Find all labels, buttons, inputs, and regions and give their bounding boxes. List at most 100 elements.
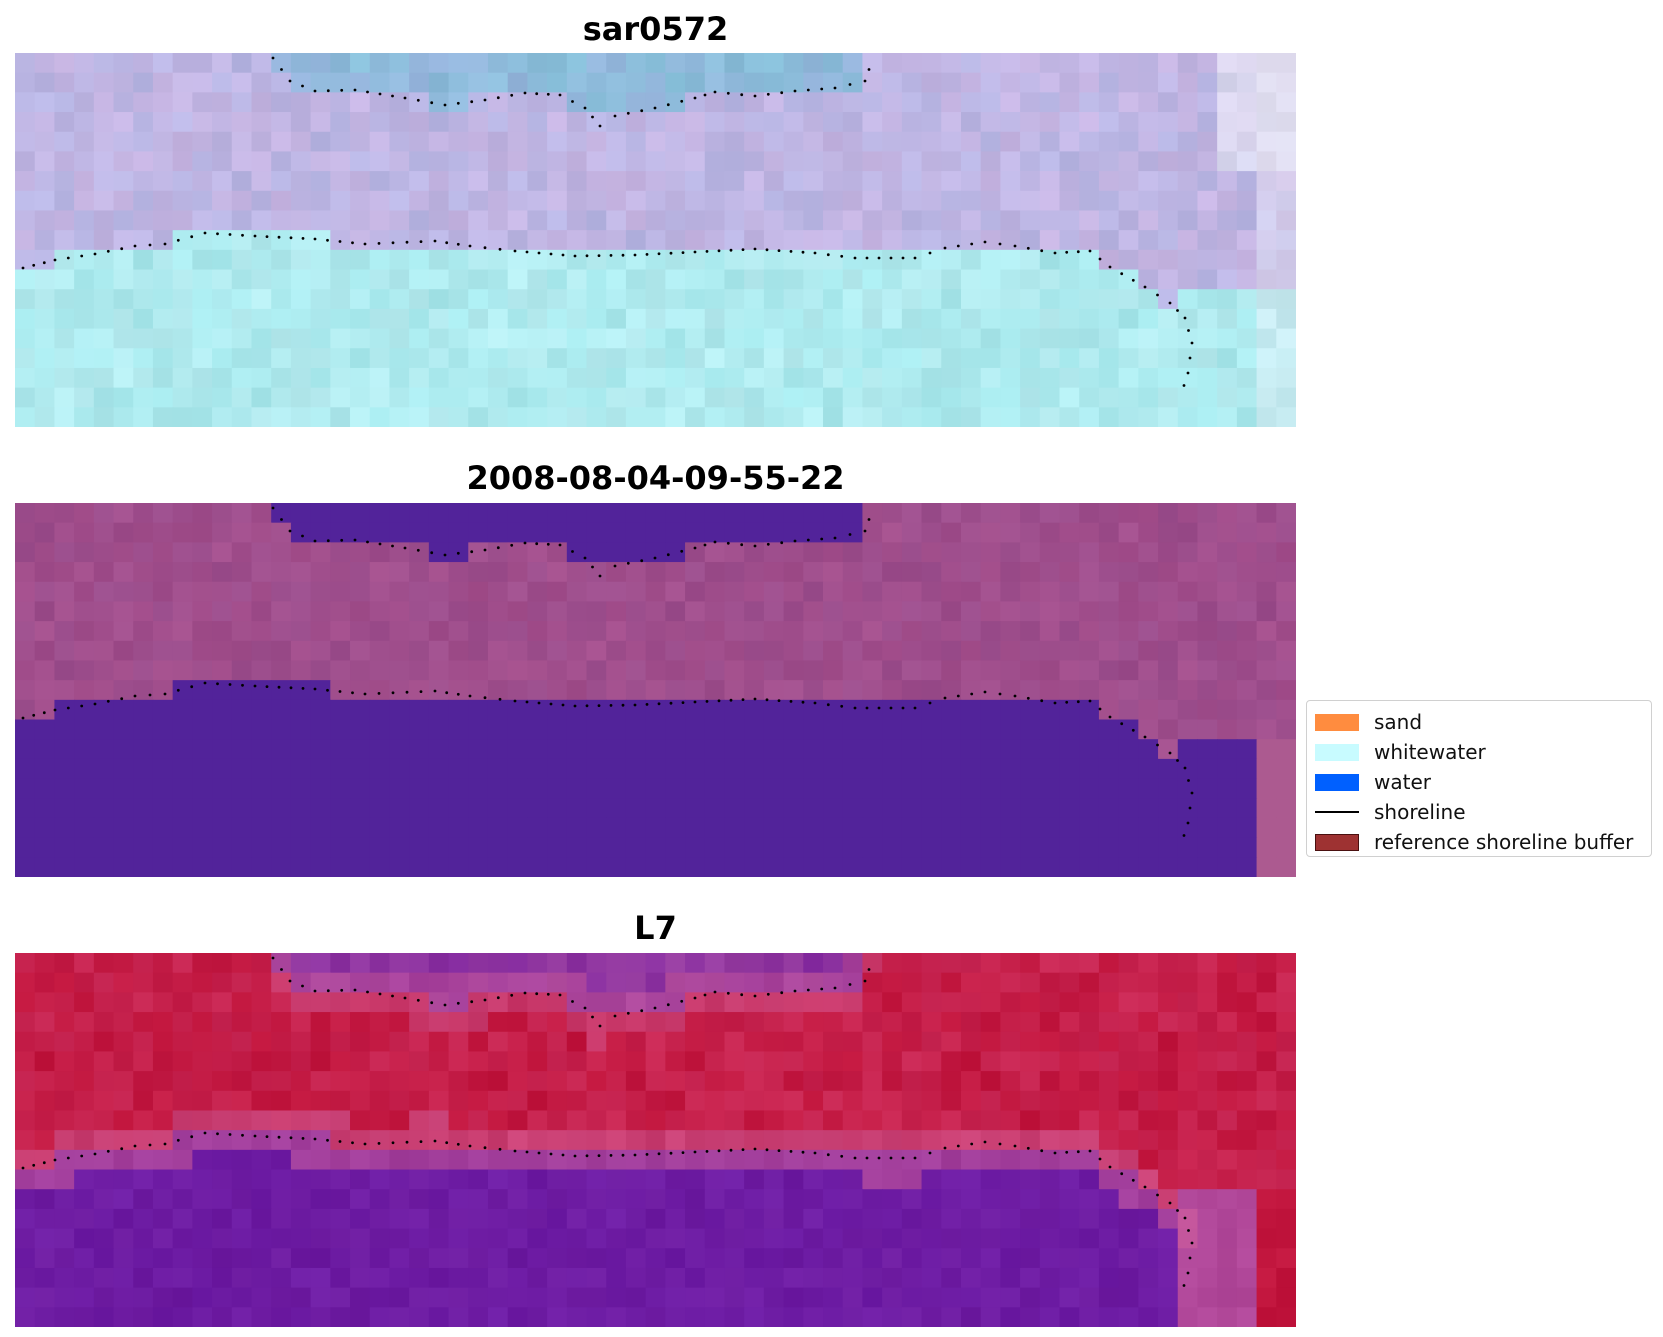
shoreline-point: [558, 543, 562, 547]
shoreline-point: [1176, 309, 1179, 312]
shoreline-point: [66, 1156, 70, 1160]
shoreline-point: [640, 1009, 644, 1013]
shoreline-point: [340, 538, 344, 542]
shoreline-point: [351, 1141, 354, 1145]
shoreline-point: [176, 1138, 180, 1142]
shoreline-point: [766, 992, 770, 996]
shoreline-point: [32, 1163, 36, 1167]
shoreline-point: [498, 697, 502, 701]
shoreline-point: [1131, 728, 1135, 732]
whitewater-swatch: [1315, 743, 1359, 761]
shoreline-point: [669, 1151, 673, 1155]
shoreline-point: [1108, 715, 1112, 719]
shoreline-point: [498, 247, 502, 251]
shoreline-point: [901, 256, 905, 260]
shoreline-point: [535, 92, 539, 96]
shoreline-point: [353, 538, 357, 542]
shoreline-point: [483, 548, 487, 552]
shoreline-point: [148, 1143, 152, 1147]
shoreline-point: [288, 529, 292, 533]
shoreline-point: [913, 706, 917, 710]
shoreline-point: [80, 1154, 84, 1158]
shoreline-point: [826, 1153, 830, 1157]
shoreline-point: [120, 697, 124, 701]
shoreline-point: [120, 1147, 124, 1151]
legend-label: shoreline: [1374, 800, 1466, 824]
shoreline-point: [363, 692, 367, 696]
shoreline-point: [813, 251, 817, 255]
shoreline-point: [1187, 329, 1190, 332]
shoreline-point: [271, 506, 275, 510]
shoreline-point: [228, 1133, 232, 1136]
shoreline-point: [445, 241, 449, 245]
shoreline-point: [633, 703, 637, 707]
shoreline-point: [753, 994, 757, 998]
shoreline-point: [840, 254, 844, 258]
shoreline-point: [928, 251, 932, 255]
shoreline-point: [190, 685, 194, 689]
shoreline-point: [301, 984, 304, 988]
shoreline-point: [889, 1156, 893, 1160]
shoreline-point: [669, 701, 673, 705]
shoreline-point: [1065, 700, 1069, 704]
shoreline-point: [806, 88, 810, 92]
shoreline-point: [571, 100, 574, 103]
shoreline-point: [265, 1135, 269, 1138]
shoreline-point: [277, 235, 281, 239]
shoreline-point: [433, 239, 437, 243]
shoreline-point: [326, 688, 329, 692]
shoreline-point: [970, 692, 974, 696]
shoreline-point: [80, 704, 84, 708]
shoreline-point: [288, 979, 292, 983]
shoreline-point: [456, 101, 460, 105]
shoreline-point: [42, 261, 46, 265]
shoreline-point: [456, 1142, 460, 1146]
shoreline-point: [789, 700, 793, 703]
shoreline-point: [840, 1154, 844, 1158]
shoreline-point: [561, 1153, 565, 1157]
shoreline-point: [777, 699, 781, 702]
shoreline-point: [32, 263, 36, 267]
shoreline-point: [598, 1024, 602, 1028]
shoreline-point: [801, 1150, 805, 1154]
shoreline-point: [546, 992, 550, 996]
shoreline-point: [789, 250, 793, 253]
shoreline-point: [1065, 250, 1069, 254]
shoreline-point: [613, 1014, 617, 1018]
shoreline-point: [1076, 1150, 1080, 1154]
panel-title-sensor: L7: [634, 909, 677, 947]
shoreline-point: [626, 111, 630, 115]
shoreline-point: [391, 994, 394, 998]
shoreline-point: [913, 1156, 917, 1160]
shoreline-point: [42, 711, 46, 715]
shoreline-point: [726, 91, 730, 95]
shoreline-point: [163, 242, 167, 246]
shoreline-point: [613, 564, 617, 568]
shoreline-point: [430, 101, 434, 105]
shoreline-point: [468, 694, 472, 698]
shoreline-point: [1156, 743, 1159, 747]
shoreline-point: [338, 690, 342, 693]
shoreline-point: [793, 989, 797, 993]
legend-item-shoreline: shoreline: [1315, 797, 1643, 827]
shoreline-point: [621, 253, 625, 257]
shoreline-point: [848, 533, 852, 536]
shoreline-point: [820, 87, 824, 91]
shoreline-point: [510, 993, 514, 997]
shoreline-point: [793, 89, 797, 93]
shoreline-point: [598, 574, 602, 578]
shoreline-point: [1187, 779, 1190, 782]
shoreline-point: [943, 246, 947, 250]
shoreline-point: [326, 989, 330, 993]
shoreline-point: [680, 549, 684, 553]
shoreline-point: [21, 1166, 25, 1170]
shoreline-point: [1186, 821, 1190, 825]
shoreline-point: [789, 1150, 793, 1153]
shoreline-point: [483, 998, 487, 1002]
shoreline-point: [163, 1142, 167, 1146]
legend-label: sand: [1374, 710, 1423, 734]
shoreline-point: [621, 1153, 625, 1157]
shoreline-point: [597, 1154, 601, 1157]
shoreline-point: [877, 706, 881, 710]
shoreline-point: [693, 96, 697, 100]
